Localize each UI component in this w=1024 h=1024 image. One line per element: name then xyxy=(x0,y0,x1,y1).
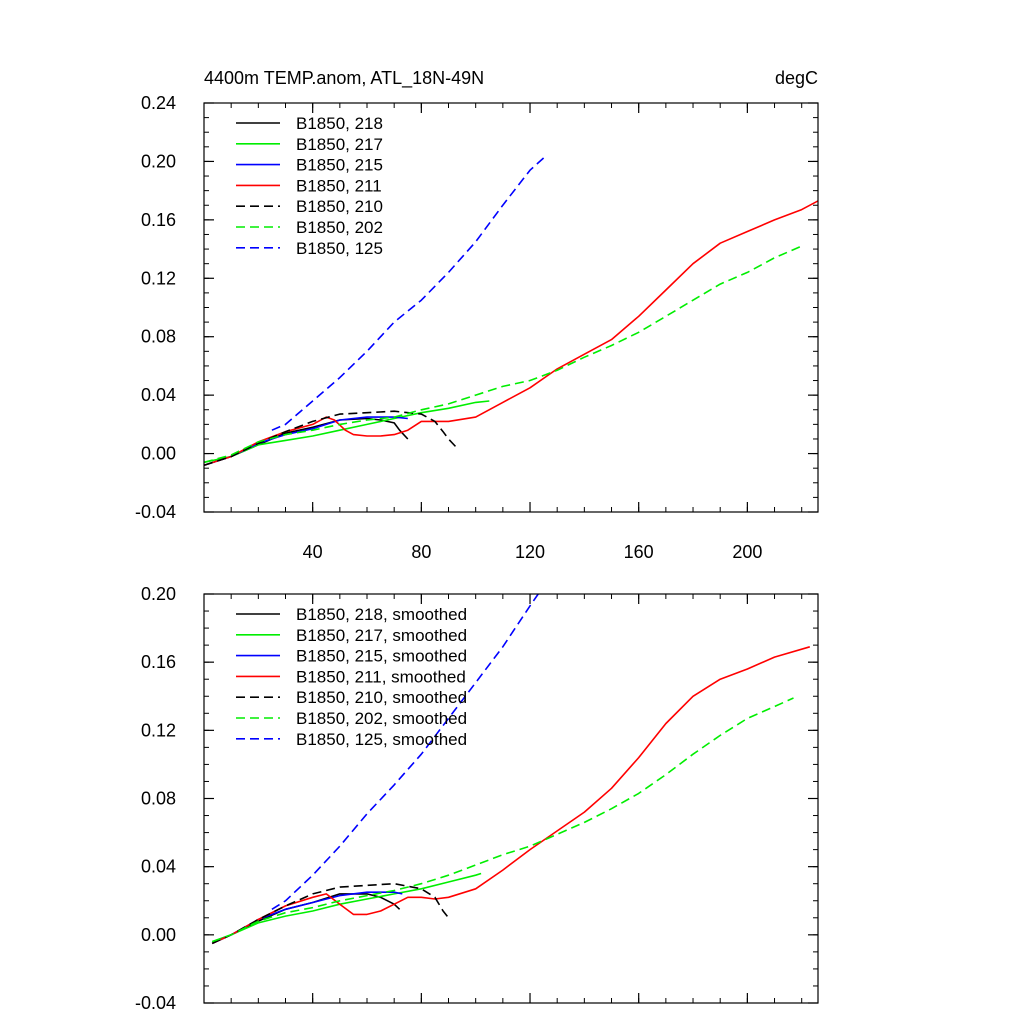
x-tick-label: 160 xyxy=(624,542,654,562)
series-layer xyxy=(211,594,811,945)
legend-label-1: B1850, 217 xyxy=(296,135,383,154)
series-line-4 xyxy=(204,410,458,467)
legend-label-0: B1850, 218, smoothed xyxy=(296,605,467,624)
legend-label-3: B1850, 211 xyxy=(296,176,382,195)
top-panel: 4400m TEMP.anom, ATL_18N-49N degC 40 80 12… xyxy=(135,68,819,562)
legend-label-5: B1850, 202, smoothed xyxy=(296,709,467,728)
legend-label-4: B1850, 210, smoothed xyxy=(296,688,467,707)
series-line-1 xyxy=(211,872,482,943)
top-panel-units: degC xyxy=(775,68,818,88)
y-tick-label: 0.12 xyxy=(141,268,176,288)
y-tick-label: 0.16 xyxy=(141,210,176,230)
x-tick-label: 200 xyxy=(732,542,762,562)
x-tick-label: 40 xyxy=(303,542,323,562)
legend-label-1: B1850, 217, smoothed xyxy=(296,626,467,645)
y-tick-label: 0.20 xyxy=(141,151,176,171)
x-tick-label: 120 xyxy=(515,542,545,562)
series-line-3 xyxy=(211,646,811,945)
y-tick-label: 0.04 xyxy=(141,385,176,405)
y-tick-label: 0.08 xyxy=(141,789,176,809)
y-tick-label: -0.04 xyxy=(135,993,176,1013)
series-line-1 xyxy=(204,400,490,464)
legend-label-5: B1850, 202 xyxy=(296,218,383,237)
y-tick-label: 0.00 xyxy=(141,444,176,464)
x-tick-label: 80 xyxy=(411,542,431,562)
y-tick-label: 0.24 xyxy=(141,93,176,113)
series-line-6 xyxy=(271,594,539,910)
series-layer xyxy=(204,155,818,467)
series-line-5 xyxy=(204,245,803,464)
y-tick-label: 0.04 xyxy=(141,857,176,877)
series-line-2 xyxy=(211,891,403,945)
y-tick-label: 0.16 xyxy=(141,652,176,672)
bottom-panel: -0.04 0.00 0.04 0.08 0.12 0.16 0.20 B1850, 218… xyxy=(135,584,819,1013)
legend-label-6: B1850, 125 xyxy=(296,239,383,258)
legend-label-2: B1850, 215, smoothed xyxy=(296,647,467,666)
y-tick-label: 0.20 xyxy=(141,584,176,604)
series-line-0 xyxy=(211,893,401,945)
series-line-6 xyxy=(271,155,547,431)
legend-label-4: B1850, 210 xyxy=(296,197,383,216)
y-tick-label: 0.12 xyxy=(141,720,176,740)
legend-label-6: B1850, 125, smoothed xyxy=(296,730,467,749)
top-panel-title: 4400m TEMP.anom, ATL_18N-49N xyxy=(204,68,484,89)
series-line-2 xyxy=(204,416,408,467)
legend-label-3: B1850, 211, smoothed xyxy=(296,667,466,686)
top-panel-plot: 40 80 120 160 200 -0.04 0.00 0.04 0.08 0.12 0.16 0.… xyxy=(135,93,819,562)
bottom-panel-legend: B1850, 218, smoothed B1850, 217, smoothed… xyxy=(236,605,467,749)
series-line-4 xyxy=(211,882,450,945)
y-tick-label: 0.00 xyxy=(141,925,176,945)
legend-label-0: B1850, 218 xyxy=(296,114,383,133)
y-tick-label: 0.08 xyxy=(141,327,176,347)
legend-label-2: B1850, 215 xyxy=(296,156,383,175)
y-tick-label: -0.04 xyxy=(135,502,176,522)
bottom-panel-plot: -0.04 0.00 0.04 0.08 0.12 0.16 0.20 xyxy=(135,584,819,1013)
